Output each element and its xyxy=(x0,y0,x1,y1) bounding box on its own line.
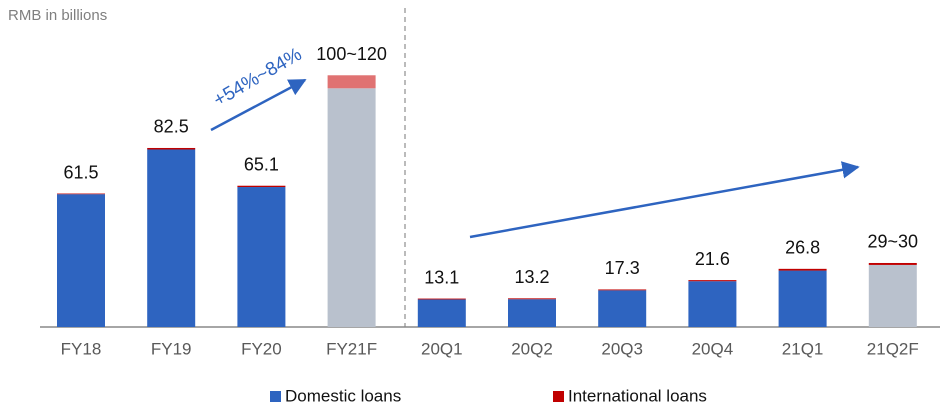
bar-segment xyxy=(237,185,286,188)
bar-segment xyxy=(508,298,556,300)
legend-swatch xyxy=(553,391,564,402)
bar-segment xyxy=(688,280,737,282)
legend-swatch xyxy=(270,391,281,402)
x-tick-label: FY19 xyxy=(151,339,192,358)
total-label: 65.1 xyxy=(244,154,279,174)
bar-segment xyxy=(778,268,827,271)
total-label: 29~30 xyxy=(868,232,919,252)
bar-segment xyxy=(57,193,105,195)
subtitle: RMB in billions xyxy=(8,7,107,24)
legend-label: International loans xyxy=(568,386,707,405)
x-tick-label: 21Q2F xyxy=(867,339,919,358)
bar-segment xyxy=(417,299,466,327)
x-tick-label: FY21F xyxy=(326,339,377,358)
bar-segment xyxy=(508,299,556,327)
total-label: 100~120 xyxy=(316,44,387,64)
total-label: 13.1 xyxy=(424,267,459,287)
bar-segment xyxy=(598,289,647,291)
bar-segment xyxy=(868,262,917,265)
total-label: 21.6 xyxy=(695,249,730,269)
total-label: 13.2 xyxy=(514,267,549,287)
bar-segment xyxy=(327,75,376,89)
bar-segment xyxy=(57,194,105,327)
bar-segment xyxy=(147,147,196,150)
growth-annotation: +54%~84% xyxy=(210,44,306,111)
x-tick-label: 20Q1 xyxy=(421,339,463,358)
x-tick-label: 20Q3 xyxy=(601,339,643,358)
bar-segment xyxy=(598,290,647,327)
bar-segment xyxy=(868,264,917,327)
x-tick-label: 20Q4 xyxy=(692,339,734,358)
bar-segment xyxy=(147,149,196,327)
total-label: 26.8 xyxy=(785,238,820,258)
bar-segment xyxy=(417,298,466,300)
total-label: 82.5 xyxy=(154,117,189,137)
x-tick-label: 20Q2 xyxy=(511,339,553,358)
x-tick-label: FY20 xyxy=(241,339,282,358)
legend-label: Domestic loans xyxy=(285,386,401,405)
bar-segment xyxy=(327,88,376,327)
trend-arrow xyxy=(469,161,860,239)
bar-segment xyxy=(778,270,827,327)
x-tick-label: FY18 xyxy=(61,339,102,358)
bar-segment xyxy=(237,187,286,327)
x-tick-label: 21Q1 xyxy=(782,339,824,358)
bar-segment xyxy=(688,281,737,327)
total-label: 61.5 xyxy=(63,162,98,182)
trend-arrow xyxy=(210,78,307,132)
total-label: 17.3 xyxy=(605,258,640,278)
